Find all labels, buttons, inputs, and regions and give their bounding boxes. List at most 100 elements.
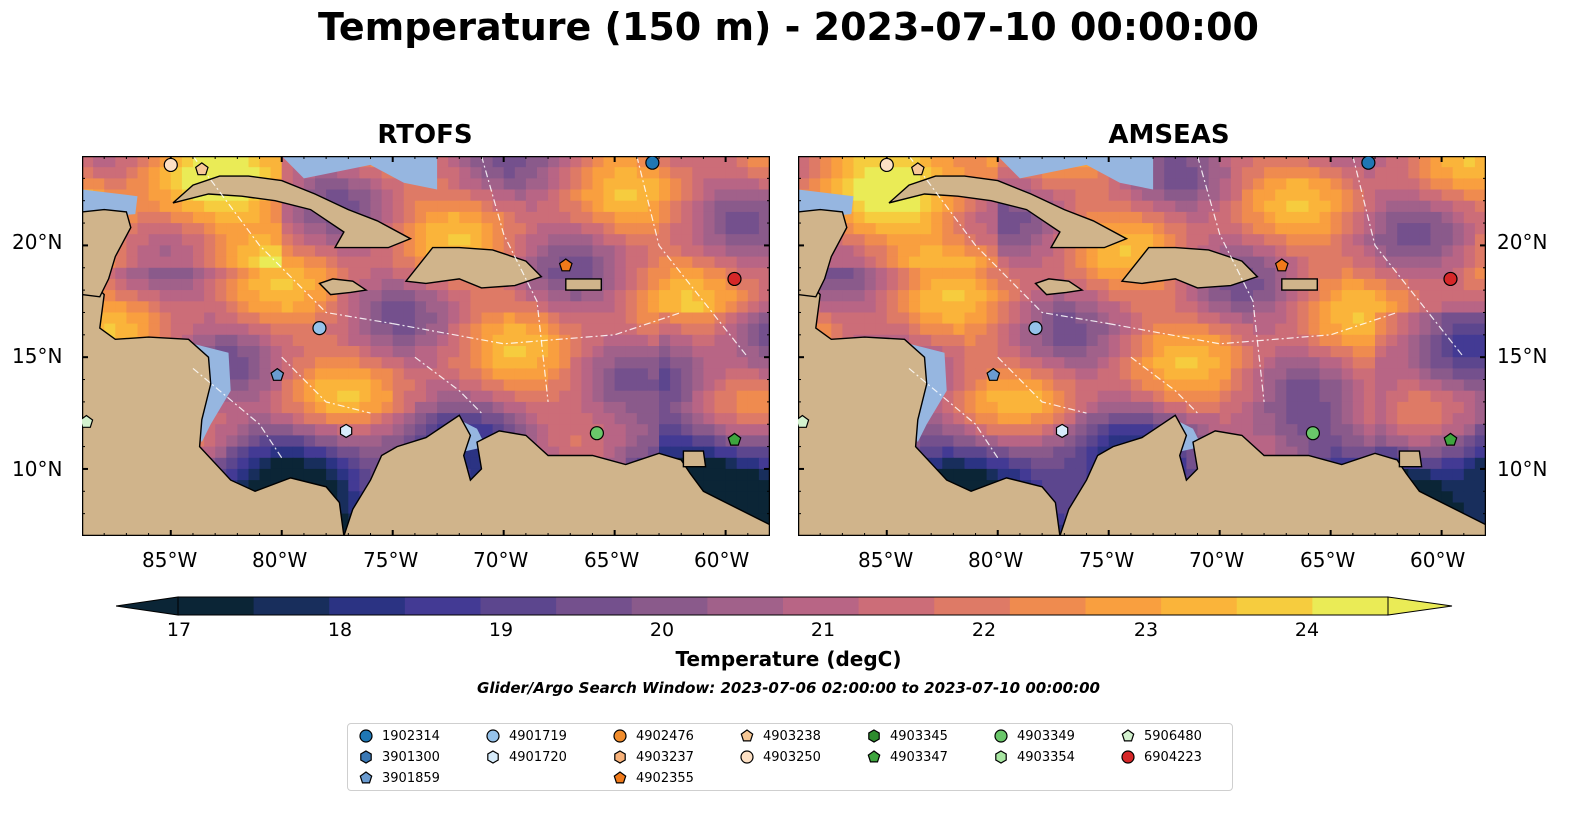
boundary-line (908, 156, 1109, 325)
colorbar-swatch (178, 597, 255, 615)
legend-item-5906480: 5906480 (1120, 726, 1202, 746)
lon-label-85w-left: 85°W (142, 548, 198, 572)
boundary-line (908, 367, 999, 459)
float-marker-4903347 (727, 432, 742, 446)
float-marker-4901719 (1028, 321, 1043, 336)
map-panel-amseas (798, 156, 1486, 536)
boundary-line (480, 156, 549, 402)
legend-label: 6904223 (1144, 749, 1202, 765)
lon-label-60w-left: 60°W (694, 548, 750, 572)
search-window-text: Glider/Argo Search Window: 2023-07-06 02… (477, 679, 1100, 697)
legend-item-4902476: 4902476 (612, 726, 694, 746)
land-puertoRico (565, 278, 602, 291)
boundary-line (414, 356, 482, 414)
colorbar-label: Temperature (degC) (675, 647, 902, 671)
colorbar-tick-23: 23 (1133, 619, 1159, 641)
lon-label-85w-right: 85°W (858, 548, 914, 572)
pentagon-marker-icon (1121, 729, 1135, 742)
colorbar-extend-high (1387, 596, 1453, 616)
lat-label-15n-left: 15°N (12, 344, 63, 368)
legend-marker (995, 750, 1007, 764)
float-marker-1902314 (1361, 156, 1376, 170)
legend-item-3901300: 3901300 (358, 747, 440, 767)
float-marker-4903349 (589, 426, 604, 441)
legend-item-4901719: 4901719 (485, 726, 567, 746)
legend-label: 4903345 (890, 728, 948, 744)
lat-label-20n-left: 20°N (12, 230, 63, 254)
land-cuba (172, 175, 413, 249)
circle-marker-icon (1121, 750, 1135, 764)
lat-label-20n-right: 20°N (1497, 230, 1548, 254)
float-marker-3901859 (986, 367, 1001, 381)
boundary-line (192, 367, 283, 459)
legend-item-4903238: 4903238 (739, 726, 821, 746)
colorbar-swatch (783, 597, 860, 615)
lat-label-15n-right: 15°N (1497, 344, 1548, 368)
float-marker-5906480 (798, 414, 810, 428)
land-centralAmerica (82, 271, 345, 536)
float-marker-4901720 (339, 423, 353, 439)
legend-item-4903345: 4903345 (866, 726, 948, 746)
shallow-water-bahamas (997, 156, 1154, 190)
colorbar-swatch (556, 597, 633, 615)
legend-label: 4901719 (509, 728, 567, 744)
land-southAmerica (1059, 414, 1486, 536)
legend-marker (740, 750, 754, 764)
colorbar-tick-22: 22 (971, 619, 997, 641)
legend-marker (613, 771, 627, 784)
pentagon-marker-icon (740, 729, 754, 742)
float-marker-4901719 (312, 321, 327, 336)
legend-label: 4903238 (763, 728, 821, 744)
shallow-water-bahamas (281, 156, 438, 190)
colorbar-tick-24: 24 (1294, 619, 1320, 641)
figure-title: Temperature (150 m) - 2023-07-10 00:00:0… (317, 5, 1259, 49)
land-hispaniola (404, 246, 543, 289)
float-marker-4903238 (910, 162, 925, 176)
pentagon-marker-icon (359, 771, 373, 784)
lon-label-80w-left: 80°W (252, 548, 308, 572)
lat-label-10n-right: 10°N (1497, 457, 1548, 481)
land-hispaniola (1120, 246, 1259, 289)
panel-title-amseas: AMSEAS (1108, 120, 1230, 150)
lon-label-70w-right: 70°W (1189, 548, 1245, 572)
panel-title-rtofs: RTOFS (377, 120, 473, 150)
colorbar-swatch (404, 597, 481, 615)
legend-item-1902314: 1902314 (358, 726, 440, 746)
boundary-line (392, 311, 682, 345)
legend-item-3901859: 3901859 (358, 768, 440, 788)
float-marker-4903250 (163, 157, 178, 173)
circle-marker-icon (740, 750, 754, 764)
land-jamaica (1034, 278, 1084, 296)
colorbar-extend-low (116, 596, 179, 616)
float-marker-3901859 (270, 367, 285, 381)
boundary-line (1108, 311, 1398, 345)
legend-marker (868, 729, 880, 743)
lon-label-80w-right: 80°W (968, 548, 1024, 572)
lat-label-10n-left: 10°N (12, 457, 63, 481)
lon-label-70w-left: 70°W (473, 548, 529, 572)
lon-label-75w-left: 75°W (363, 548, 419, 572)
land-southAmerica (343, 414, 770, 536)
float-marker-4903238 (194, 162, 209, 176)
legend-label: 4902355 (636, 770, 694, 786)
colorbar-tick-18: 18 (327, 619, 353, 641)
legend-item-6904223: 6904223 (1120, 747, 1202, 767)
legend-marker (359, 729, 373, 743)
colorbar (116, 596, 1453, 616)
circle-marker-icon (613, 729, 627, 743)
colorbar-swatch (253, 597, 330, 615)
land-puertoRico (1281, 278, 1318, 291)
legend-label: 5906480 (1144, 728, 1202, 744)
pentagon-marker-icon (867, 750, 881, 763)
float-marker-6904223 (1443, 271, 1458, 287)
legend-label: 3901859 (382, 770, 440, 786)
circle-marker-icon (486, 729, 500, 743)
legend-item-4903237: 4903237 (612, 747, 694, 767)
hexagon-marker-icon (487, 750, 499, 764)
legend-item-4901720: 4901720 (485, 747, 567, 767)
land-trinidad (1398, 450, 1423, 468)
float-marker-4903347 (1443, 432, 1458, 446)
legend-label: 4903349 (1017, 728, 1075, 744)
float-marker-1902314 (645, 156, 660, 170)
lon-label-65w-right: 65°W (1300, 548, 1356, 572)
